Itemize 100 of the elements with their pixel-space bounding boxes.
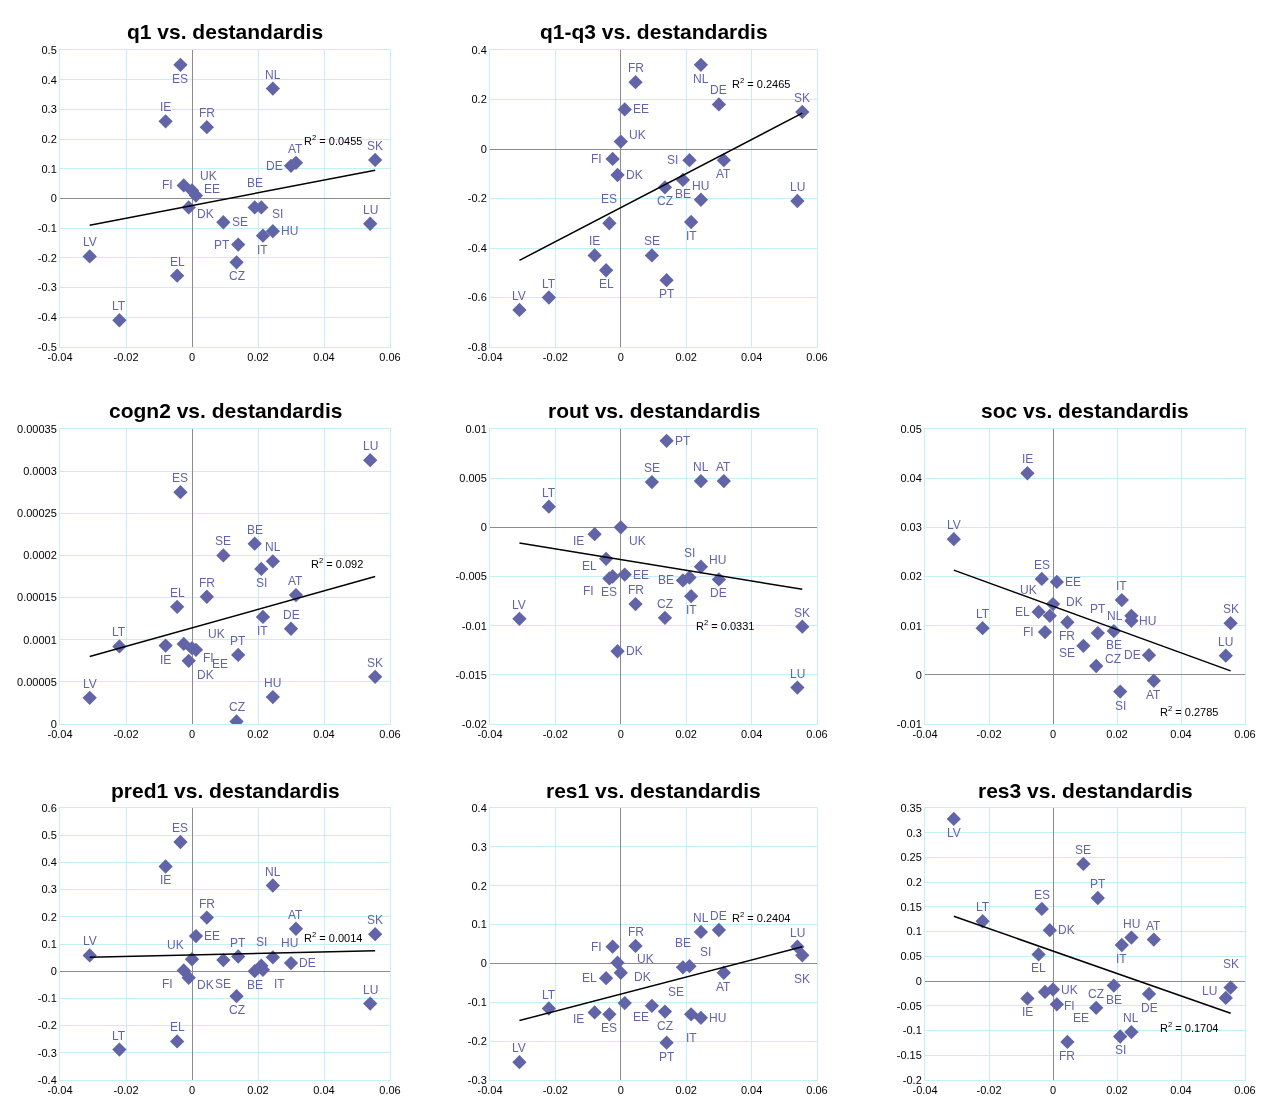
x-tick-label: 0.06 xyxy=(379,728,401,741)
annotation: PT xyxy=(214,238,230,252)
annotation: HU xyxy=(1139,614,1157,628)
point xyxy=(1076,856,1091,872)
point xyxy=(613,520,628,535)
point xyxy=(975,914,990,929)
x-tick-label: 0.04 xyxy=(1170,1084,1192,1097)
point xyxy=(181,653,196,668)
x-tick-label: 0.06 xyxy=(379,351,401,364)
annotation: ES xyxy=(172,821,189,835)
y-tick-label: 0.35 xyxy=(900,801,922,814)
annotation: LV xyxy=(83,235,97,249)
annotation: SK xyxy=(794,91,811,105)
y-tick-label: -0.4 xyxy=(37,311,57,324)
annotation: SI xyxy=(256,576,268,590)
annotation: SE xyxy=(644,461,661,475)
annotation: FR xyxy=(1059,1049,1076,1063)
x-tick-label: -0.02 xyxy=(542,1084,568,1097)
point xyxy=(368,927,383,942)
point xyxy=(1037,624,1053,640)
annotation: DK xyxy=(197,978,214,992)
y-tick-label: -0.3 xyxy=(37,1046,57,1059)
annotation: EE xyxy=(633,102,650,116)
annotation: SK xyxy=(367,139,384,153)
chart-title: rout vs. destandardis xyxy=(548,399,761,422)
annotation: R$^{2}$ = 0.092 xyxy=(311,556,364,570)
annotation: SE xyxy=(232,215,249,229)
point xyxy=(605,939,620,954)
annotation: CZ xyxy=(657,194,673,208)
annotation: LT xyxy=(112,625,126,639)
point xyxy=(602,216,617,231)
point xyxy=(587,527,602,542)
y-tick-label: -0.2 xyxy=(467,1034,487,1047)
annotation: BE xyxy=(247,176,264,190)
point xyxy=(247,536,262,551)
y-tick-label: 0.05 xyxy=(900,422,922,435)
annotation: NL xyxy=(1123,1011,1139,1025)
y-tick-label: -0.1 xyxy=(37,222,57,235)
y-tick-label: 0.00025 xyxy=(17,507,57,520)
y-tick-label: 0.3 xyxy=(471,840,487,853)
point xyxy=(613,134,628,149)
annotation: AT xyxy=(1146,919,1162,933)
point xyxy=(158,114,173,129)
annotation: ES xyxy=(172,471,189,485)
annotation: UK xyxy=(629,128,646,142)
x-tick-label: 0.06 xyxy=(1234,728,1256,741)
y-tick-label: 0.00005 xyxy=(17,675,57,688)
annotation: FR xyxy=(1059,629,1076,643)
annotation: IT xyxy=(257,243,269,257)
y-tick-label: 0.00035 xyxy=(17,422,57,435)
y-tick-label: 0.05 xyxy=(900,950,922,963)
annotation: DE xyxy=(266,159,283,173)
point xyxy=(1042,923,1057,938)
x-tick-label: 0.02 xyxy=(675,728,697,741)
y-tick-label: 0.4 xyxy=(41,856,57,869)
annotation: ES xyxy=(601,1021,618,1035)
annotation: EE xyxy=(1073,1011,1090,1025)
annotation: SE xyxy=(1075,843,1092,857)
annotation: LU xyxy=(1202,984,1218,998)
annotation: NL xyxy=(693,911,709,925)
point xyxy=(683,589,699,604)
x-tick-label: -0.04 xyxy=(912,1084,938,1097)
point xyxy=(1031,604,1046,620)
x-tick-label: -0.04 xyxy=(47,1084,73,1097)
annotation: FR xyxy=(628,61,645,75)
annotation: DK xyxy=(626,168,643,182)
point xyxy=(617,995,632,1011)
point xyxy=(1218,648,1233,663)
annotation: UK xyxy=(637,952,654,966)
y-tick-label: 0.0001 xyxy=(23,633,57,646)
annotation: SE xyxy=(644,234,661,248)
annotation: NL xyxy=(1107,609,1123,623)
y-tick-label: 0.2 xyxy=(471,879,487,892)
annotation: LU xyxy=(790,180,806,194)
annotation: LV xyxy=(512,289,526,303)
point xyxy=(199,120,214,135)
annotation: BE xyxy=(1106,638,1123,652)
point xyxy=(1114,937,1129,953)
annotation: EE xyxy=(1065,575,1082,589)
y-tick-label: 0.3 xyxy=(41,883,57,896)
point xyxy=(1106,978,1121,993)
point xyxy=(1034,901,1049,917)
point xyxy=(1031,947,1046,962)
point xyxy=(946,811,961,827)
annotation: FR xyxy=(628,925,645,939)
x-tick-label: 0.02 xyxy=(1106,1084,1128,1097)
point xyxy=(1060,615,1075,630)
point xyxy=(82,249,97,264)
point xyxy=(82,948,97,963)
point xyxy=(1020,466,1035,481)
annotation: SE xyxy=(1059,646,1076,660)
x-tick-label: 0 xyxy=(188,1084,196,1097)
annotation: EL xyxy=(170,255,185,269)
x-tick-label: 0.02 xyxy=(675,351,697,364)
annotation: NL xyxy=(693,72,709,86)
point xyxy=(946,531,961,547)
y-tick-label: -0.005 xyxy=(455,570,487,583)
point xyxy=(265,81,280,96)
y-tick-label: -0.4 xyxy=(467,241,487,254)
chart-title: res1 vs. destandardis xyxy=(546,779,761,802)
